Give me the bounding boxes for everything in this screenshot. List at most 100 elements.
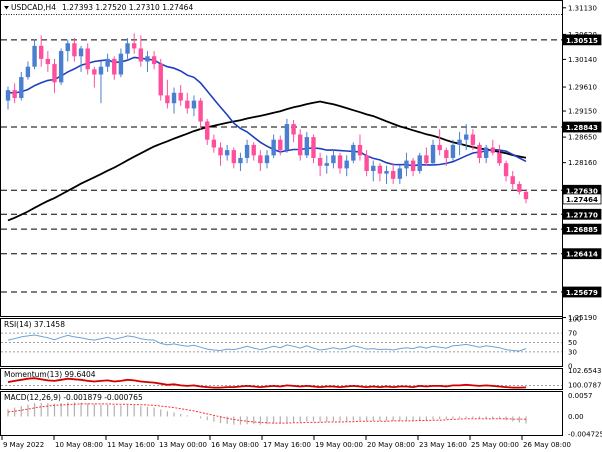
candle-body <box>238 157 243 164</box>
candle-body <box>145 56 150 62</box>
symbol-label: USDCAD,H4 <box>11 3 56 12</box>
price-tick-label: 1.28650 <box>568 134 597 142</box>
price-tick-label: 1.28160 <box>568 159 597 167</box>
candle-body <box>105 58 110 67</box>
candle-body <box>45 58 51 65</box>
candle-body <box>430 144 436 164</box>
candle-body <box>278 139 283 151</box>
candle-body <box>477 144 482 158</box>
candle-body <box>178 92 183 101</box>
candle-body <box>118 53 124 75</box>
candle-body <box>384 170 389 174</box>
price-tick-label: 1.29610 <box>568 84 597 92</box>
macd-tick-label: 0.0057 <box>568 392 593 400</box>
candle-body <box>125 43 130 54</box>
candle-body <box>224 150 230 156</box>
candle-body <box>78 48 84 57</box>
macd-tick-label: 0.00 <box>568 413 584 421</box>
candle-body <box>264 155 270 164</box>
candle-body <box>344 160 349 169</box>
level-label-box <box>562 208 602 220</box>
candle-body <box>32 45 37 67</box>
fast-moving-average <box>7 56 527 167</box>
candle-body <box>464 134 469 140</box>
candle-body <box>311 137 316 158</box>
level-label-box <box>562 248 602 260</box>
rsi-tick-label: 30 <box>568 348 577 356</box>
time-tick-label: 23 May 16:00 <box>419 441 467 449</box>
axes: 1.311301.306201.301401.296101.291501.286… <box>1 4 602 449</box>
candle-body <box>357 144 363 156</box>
rsi-tick-label: 50 <box>568 339 577 347</box>
rsi-tick-label: 70 <box>568 330 577 338</box>
price-tick-label: 1.31130 <box>568 4 597 12</box>
candle-body <box>324 163 329 166</box>
candle-body <box>284 124 290 151</box>
price-tick-label: 1.29150 <box>568 108 597 116</box>
rsi-tick-label: 100 <box>568 316 581 324</box>
candle-body <box>271 139 276 156</box>
candle-body <box>510 176 515 185</box>
candle-body <box>191 100 197 109</box>
level-label-box <box>562 193 602 205</box>
rsi-tick-label: 0 <box>568 363 572 371</box>
candle-body <box>417 155 422 171</box>
rsi-title: RSI(14) 37.1458 <box>4 320 65 329</box>
candle-body <box>371 165 376 171</box>
candle-body <box>410 160 416 171</box>
candle-body <box>92 69 97 75</box>
level-label: 1.27630 <box>566 187 598 195</box>
candle-body <box>231 150 236 164</box>
level-label-box <box>562 223 602 235</box>
time-tick-label: 26 May 08:00 <box>523 441 571 449</box>
momentum-panel <box>0 368 563 390</box>
price-tick-label: 1.25190 <box>568 314 597 322</box>
candle-body <box>490 147 495 153</box>
candle-body <box>404 160 409 169</box>
level-label-box <box>562 286 602 298</box>
time-tick-label: 13 May 00:00 <box>159 441 207 449</box>
candle-body <box>72 43 77 57</box>
candle-body <box>377 165 383 174</box>
candle-body <box>351 144 356 161</box>
candle-body <box>337 155 343 169</box>
candle-body <box>390 170 396 179</box>
level-label-box <box>562 121 602 133</box>
momentum-tick-label: 100.0787 <box>568 381 601 389</box>
macd-plot <box>7 402 527 425</box>
level-label: 1.26414 <box>566 251 598 259</box>
candle-body <box>12 90 17 98</box>
time-tick-label: 11 May 16:00 <box>107 441 155 449</box>
time-tick-label: 25 May 00:00 <box>471 441 519 449</box>
candle-body <box>112 58 117 75</box>
candle-body <box>98 66 104 75</box>
symbol-dropdown-icon[interactable] <box>4 6 9 10</box>
candle-body <box>158 64 163 96</box>
candle-body <box>523 191 529 200</box>
candle-body <box>65 43 70 52</box>
candle-body <box>165 95 170 104</box>
level-label-box <box>562 34 602 46</box>
candle-body <box>251 144 256 156</box>
candle-body <box>171 92 177 104</box>
candle-body <box>457 139 462 145</box>
time-tick-label: 9 May 2022 <box>3 441 44 449</box>
candle-body <box>397 168 403 179</box>
momentum-plot <box>1 377 562 389</box>
time-tick-label: 20 May 08:00 <box>367 441 415 449</box>
candle-body <box>331 155 336 164</box>
candle-body <box>218 147 223 156</box>
time-tick-label: 19 May 00:00 <box>315 441 363 449</box>
macd-tick-label: -0.004725 <box>568 430 602 438</box>
rsi-plot <box>1 332 562 353</box>
level-label: 1.26885 <box>566 226 598 234</box>
level-label: 1.25679 <box>566 289 598 297</box>
candle-body <box>424 155 429 164</box>
candle-body <box>5 90 11 101</box>
candle-body <box>138 48 144 62</box>
candle-body <box>52 64 57 83</box>
momentum-title: Momentum(13) 99.6404 <box>4 370 96 379</box>
time-tick-label: 17 May 16:00 <box>263 441 311 449</box>
candle-body <box>58 51 64 83</box>
